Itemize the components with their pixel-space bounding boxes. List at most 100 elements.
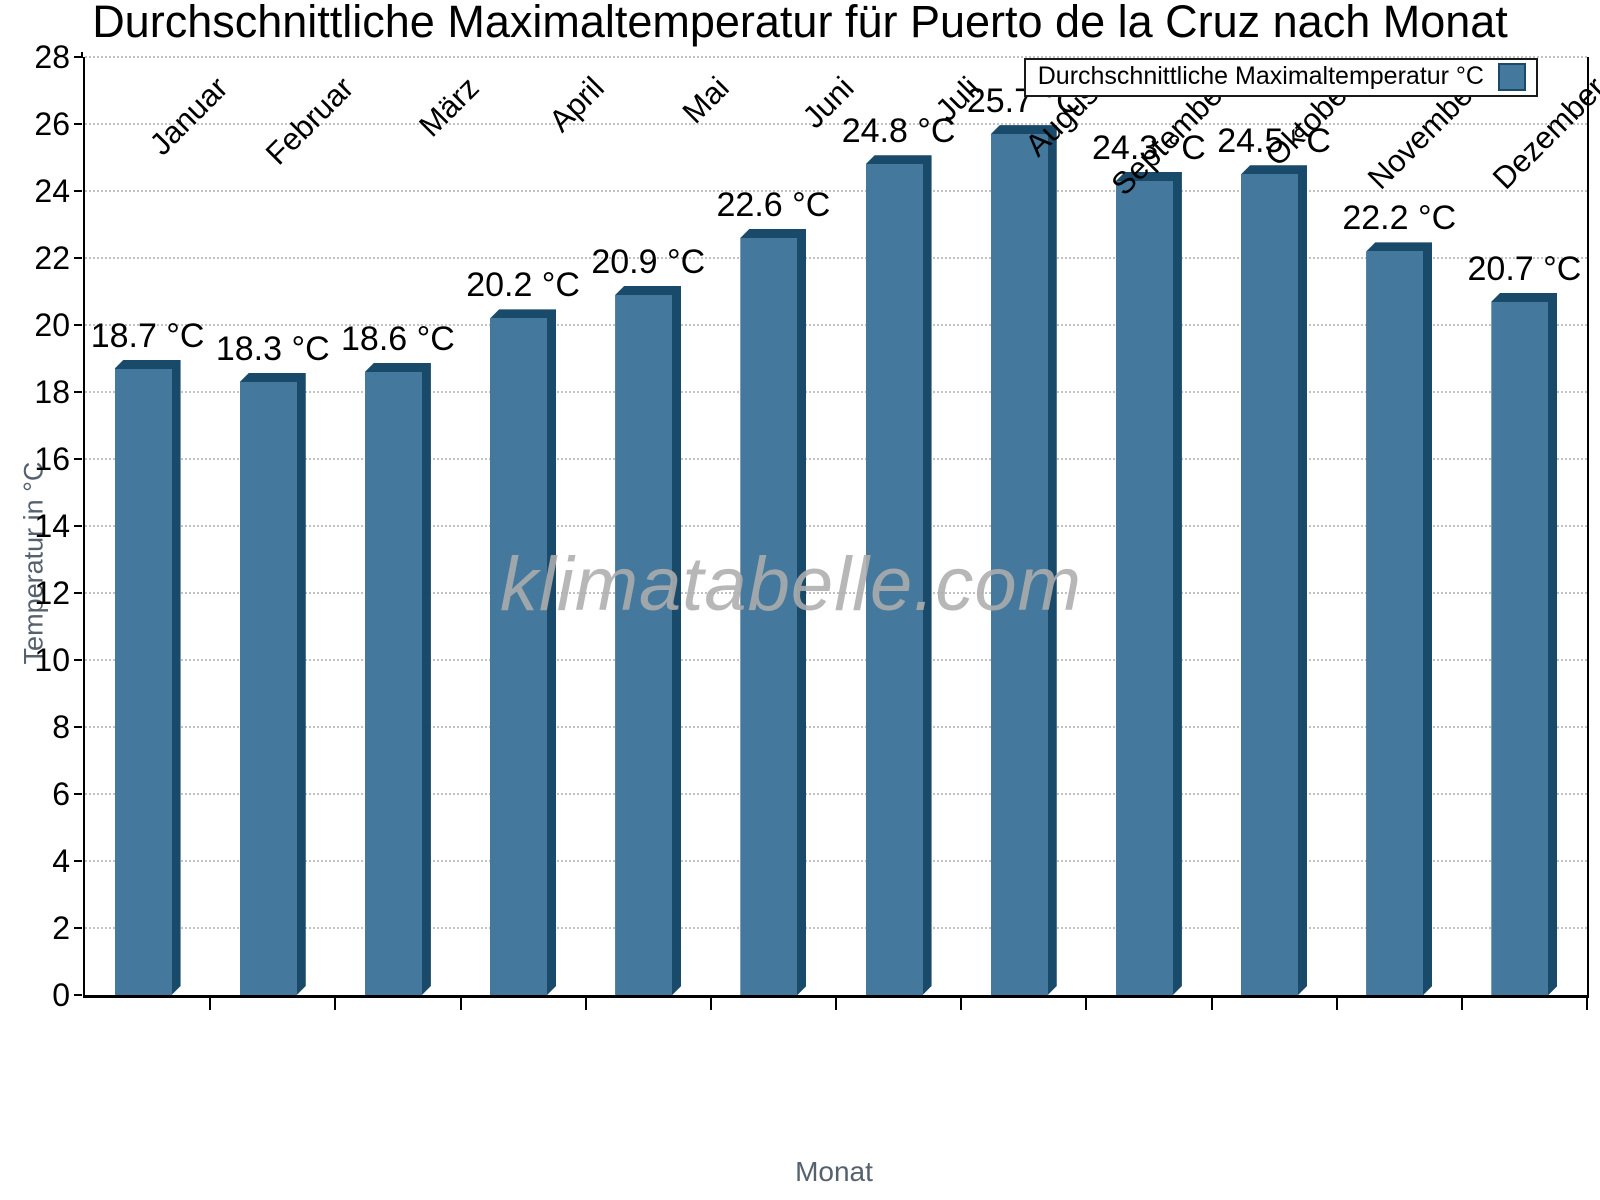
x-axis-tick: [1210, 998, 1213, 1010]
gridline: [85, 324, 1587, 326]
bar-value-label: 22.6 °C: [716, 185, 831, 224]
y-axis-tick: [74, 458, 82, 460]
bar-face: [991, 134, 1048, 995]
bar-oktober[interactable]: [1241, 165, 1307, 995]
bar-face: [490, 318, 547, 995]
y-tick-label: 0: [52, 977, 70, 1013]
y-axis-tick: [74, 525, 82, 527]
x-axis-tick: [334, 998, 337, 1010]
gridline: [85, 659, 1587, 661]
gridline: [85, 123, 1587, 125]
y-tick-label: 26: [34, 106, 70, 142]
bar-value-label: 18.6 °C: [341, 319, 455, 358]
y-axis-tick: [74, 659, 82, 661]
x-tick-label-mai: Mai: [675, 70, 736, 131]
bar-value-label: 18.7 °C: [90, 316, 205, 355]
legend[interactable]: Durchschnittliche Maximaltemperatur °C: [1023, 58, 1538, 97]
x-axis-title: Monat: [795, 1156, 873, 1187]
x-tick-label-januar: Januar: [143, 70, 235, 162]
gridline: [85, 56, 1587, 58]
plot-area: klimatabelle.com 18.7 °C 18.3 °C 18.6 °C 20…: [83, 56, 1600, 1010]
gridline: [85, 525, 1587, 527]
legend-series-swatch-icon: [1498, 62, 1526, 91]
gridline: [85, 726, 1587, 728]
y-axis-tick: [74, 324, 82, 326]
y-axis-tick: [74, 994, 82, 996]
y-tick-label: 8: [52, 709, 70, 745]
x-axis-tick: [1460, 998, 1463, 1010]
x-axis-tick: [1586, 998, 1588, 1010]
bar-face: [1116, 181, 1173, 995]
bar-november[interactable]: [1366, 242, 1432, 995]
gridline: [85, 190, 1587, 192]
y-tick-label: 6: [52, 776, 70, 812]
bar-value-label: 20.7 °C: [1467, 249, 1582, 288]
bar-face: [240, 382, 297, 995]
gridline: [85, 391, 1587, 393]
bar-mai[interactable]: [615, 286, 681, 995]
gridline: [85, 793, 1587, 795]
y-tick-label: 2: [52, 910, 70, 946]
y-tick-label: 22: [34, 240, 70, 276]
bar-value-label: 18.3 °C: [215, 329, 330, 368]
bar-face: [1366, 251, 1423, 995]
y-axis-tick: [74, 56, 82, 58]
gridline: [85, 257, 1587, 259]
y-axis-tick: [74, 726, 82, 728]
bar-face: [365, 372, 422, 995]
x-axis-tick: [1085, 998, 1088, 1010]
y-axis-tick: [74, 190, 82, 192]
bar-value-label: 20.9 °C: [591, 242, 706, 281]
y-tick-label: 24: [34, 173, 70, 209]
y-tick-label: 20: [34, 307, 70, 343]
bar-januar[interactable]: [115, 360, 181, 995]
gridline: [85, 860, 1587, 862]
bar-august[interactable]: [991, 125, 1057, 995]
bar-value-label: 22.2 °C: [1342, 199, 1457, 238]
bar-september[interactable]: [1116, 172, 1182, 995]
y-axis-tick: [74, 592, 82, 594]
bar-märz[interactable]: [365, 363, 431, 995]
y-axis-tick: [74, 257, 82, 259]
gridline: [85, 458, 1587, 460]
bar-juli[interactable]: [866, 155, 932, 995]
y-axis-tick: [74, 123, 82, 125]
y-axis-tick: [74, 927, 82, 929]
bar-face: [1491, 302, 1548, 995]
gridline: [85, 927, 1587, 929]
x-axis-tick: [835, 998, 837, 1010]
y-tick-label: 10: [34, 642, 70, 678]
y-tick-label: 16: [34, 441, 70, 477]
legend-label: Durchschnittliche Maximaltemperatur °C: [1037, 62, 1484, 90]
x-tick-label-märz: März: [411, 70, 486, 144]
x-tick-label-februar: Februar: [258, 70, 361, 172]
gridline: [85, 592, 1587, 594]
bar-value-label: 24.3 °C: [1092, 128, 1206, 167]
x-axis-tick: [209, 998, 212, 1010]
bar-value-label: 20.2 °C: [466, 266, 580, 305]
bar-dezember[interactable]: [1491, 293, 1557, 995]
y-tick-label: 4: [52, 843, 70, 879]
x-axis-tick: [709, 998, 712, 1010]
x-axis-tick: [459, 998, 462, 1010]
y-axis-tick: [74, 860, 82, 862]
bar-face: [115, 369, 172, 995]
x-axis-tick: [960, 998, 963, 1010]
bar-value-label: 24.5 °C: [1217, 122, 1331, 161]
bar-face: [615, 295, 672, 995]
y-axis-tick: [74, 391, 82, 393]
bar-juni[interactable]: [740, 229, 806, 995]
bar-april[interactable]: [490, 309, 556, 995]
y-axis-spine-cap: [81, 52, 83, 58]
bar-februar[interactable]: [240, 373, 306, 995]
y-tick-label: 18: [34, 374, 70, 410]
x-tick-label-april: April: [541, 70, 611, 139]
y-tick-label: 14: [34, 508, 70, 544]
x-axis-tick: [1335, 998, 1338, 1010]
chart-title: Durchschnittliche Maximaltemperatur für …: [92, 0, 1508, 47]
bar-face: [1241, 174, 1298, 995]
bar-value-label: 24.8 °C: [841, 112, 956, 151]
x-axis-tick: [584, 998, 587, 1010]
bar-face: [740, 238, 797, 995]
